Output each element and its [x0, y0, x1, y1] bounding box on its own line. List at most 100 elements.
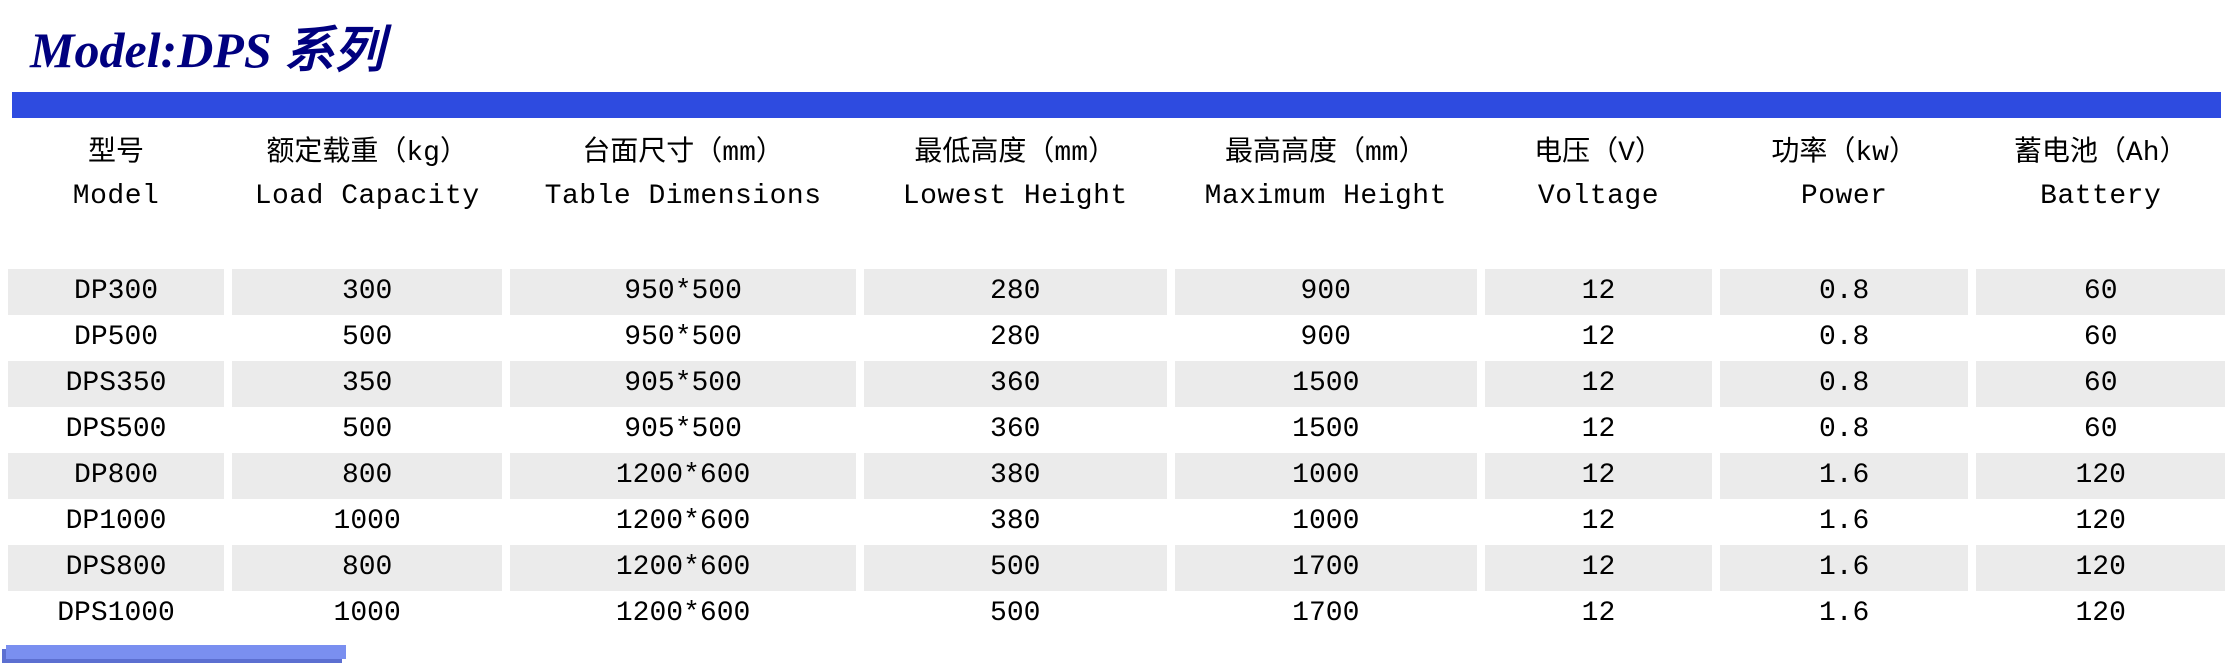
table-cell: 12 — [1485, 407, 1712, 453]
table-cell: 905*500 — [510, 361, 856, 407]
col-header: 电压（V）Voltage — [1485, 132, 1712, 223]
table-cell: 380 — [864, 499, 1167, 545]
table-cell: 1000 — [1175, 499, 1478, 545]
table-cell: DP300 — [8, 269, 224, 315]
table-cell: 120 — [1976, 591, 2225, 637]
table-cell: 120 — [1976, 545, 2225, 591]
col-header-cn: 蓄电池（Ah） — [1976, 132, 2225, 175]
table-cell: DP1000 — [8, 499, 224, 545]
col-header-cn: 功率（kw） — [1720, 132, 1969, 175]
table-cell: 500 — [232, 315, 502, 361]
table-cell: 1000 — [232, 591, 502, 637]
table-row: DPS100010001200*6005001700121.6120 — [8, 591, 2225, 637]
table-cell: 0.8 — [1720, 407, 1969, 453]
table-cell: 500 — [232, 407, 502, 453]
table-cell: 12 — [1485, 269, 1712, 315]
col-header-en: Voltage — [1485, 175, 1712, 218]
table-cell: 300 — [232, 269, 502, 315]
col-header: 型号Model — [8, 132, 224, 223]
table-cell: DP500 — [8, 315, 224, 361]
table-cell: 350 — [232, 361, 502, 407]
table-cell: 1000 — [232, 499, 502, 545]
table-cell: 500 — [864, 591, 1167, 637]
table-cell: 12 — [1485, 591, 1712, 637]
table-cell: 1200*600 — [510, 591, 856, 637]
table-cell: 900 — [1175, 269, 1478, 315]
table-cell: 1200*600 — [510, 545, 856, 591]
table-cell: 60 — [1976, 407, 2225, 453]
table-cell: 1000 — [1175, 453, 1478, 499]
col-header: 额定载重（kg）Load Capacity — [232, 132, 502, 223]
table-cell: 1500 — [1175, 361, 1478, 407]
col-header-cn: 电压（V） — [1485, 132, 1712, 175]
table-row: DPS500500905*5003601500120.860 — [8, 407, 2225, 453]
table-cell: DPS350 — [8, 361, 224, 407]
table-cell: 360 — [864, 361, 1167, 407]
col-header: 最高高度（mm）Maximum Height — [1175, 132, 1478, 223]
table-cell: 950*500 — [510, 269, 856, 315]
col-header-en: Power — [1720, 175, 1969, 218]
table-cell: 1.6 — [1720, 499, 1969, 545]
table-cell: 120 — [1976, 499, 2225, 545]
col-header-cn: 最低高度（mm） — [864, 132, 1167, 175]
table-cell: 1200*600 — [510, 499, 856, 545]
table-cell: 1700 — [1175, 545, 1478, 591]
table-cell: 12 — [1485, 315, 1712, 361]
table-cell: 1200*600 — [510, 453, 856, 499]
table-cell: 120 — [1976, 453, 2225, 499]
table-cell: 280 — [864, 315, 1167, 361]
table-cell: DPS500 — [8, 407, 224, 453]
col-header-cn: 型号 — [8, 132, 224, 175]
table-cell: 1700 — [1175, 591, 1478, 637]
table-cell: 800 — [232, 453, 502, 499]
table-cell: 60 — [1976, 361, 2225, 407]
footer-accent — [12, 637, 2221, 659]
spec-table: 型号Model额定载重（kg）Load Capacity台面尺寸（mm）Tabl… — [0, 132, 2233, 637]
table-cell: 1.6 — [1720, 545, 1969, 591]
table-cell: 12 — [1485, 545, 1712, 591]
spec-sheet: Model:DPS 系列 型号Model额定载重（kg）Load Capacit… — [0, 0, 2233, 659]
table-cell: 500 — [864, 545, 1167, 591]
table-cell: 60 — [1976, 269, 2225, 315]
table-cell: 800 — [232, 545, 502, 591]
table-cell: 360 — [864, 407, 1167, 453]
table-cell: 1.6 — [1720, 453, 1969, 499]
table-cell: 950*500 — [510, 315, 856, 361]
table-cell: DP800 — [8, 453, 224, 499]
table-row: DP300300950*500280900120.860 — [8, 269, 2225, 315]
col-header: 功率（kw）Power — [1720, 132, 1969, 223]
col-header: 蓄电池（Ah）Battery — [1976, 132, 2225, 223]
table-cell: 1.6 — [1720, 591, 1969, 637]
table-cell: 0.8 — [1720, 269, 1969, 315]
table-row: DP500500950*500280900120.860 — [8, 315, 2225, 361]
table-row: DP8008001200*6003801000121.6120 — [8, 453, 2225, 499]
table-row: DPS8008001200*6005001700121.6120 — [8, 545, 2225, 591]
col-header-en: Battery — [1976, 175, 2225, 218]
table-cell: 60 — [1976, 315, 2225, 361]
col-header-cn: 额定载重（kg） — [232, 132, 502, 175]
table-cell: 280 — [864, 269, 1167, 315]
col-header-cn: 台面尺寸（mm） — [510, 132, 856, 175]
col-header-en: Load Capacity — [232, 175, 502, 218]
table-cell: 905*500 — [510, 407, 856, 453]
col-header-en: Model — [8, 175, 224, 218]
table-row: DPS350350905*5003601500120.860 — [8, 361, 2225, 407]
table-cell: DPS800 — [8, 545, 224, 591]
table-cell: 12 — [1485, 361, 1712, 407]
col-header-en: Maximum Height — [1175, 175, 1478, 218]
table-cell: 12 — [1485, 499, 1712, 545]
header-divider-bar — [12, 92, 2221, 118]
table-spacer-row — [8, 223, 2225, 269]
table-cell: DPS1000 — [8, 591, 224, 637]
page-title: Model:DPS 系列 — [0, 0, 2233, 92]
col-header-cn: 最高高度（mm） — [1175, 132, 1478, 175]
table-cell: 0.8 — [1720, 361, 1969, 407]
table-cell: 0.8 — [1720, 315, 1969, 361]
table-cell: 380 — [864, 453, 1167, 499]
table-header-row: 型号Model额定载重（kg）Load Capacity台面尺寸（mm）Tabl… — [8, 132, 2225, 223]
col-header: 最低高度（mm）Lowest Height — [864, 132, 1167, 223]
col-header-en: Lowest Height — [864, 175, 1167, 218]
table-cell: 1500 — [1175, 407, 1478, 453]
table-cell: 900 — [1175, 315, 1478, 361]
table-cell: 12 — [1485, 453, 1712, 499]
